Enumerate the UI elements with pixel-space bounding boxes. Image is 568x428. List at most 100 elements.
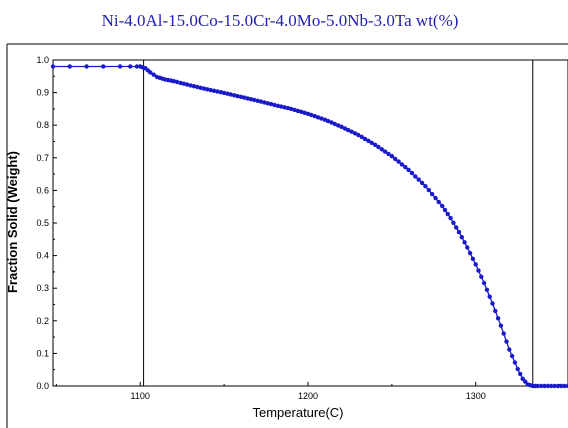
data-point <box>208 87 213 93</box>
y-tick-label: 0.5 <box>36 218 49 228</box>
data-point <box>366 138 371 143</box>
data-point <box>518 371 523 377</box>
data-point <box>512 360 518 365</box>
data-point <box>262 100 267 105</box>
y-axis-label: Fraction Solid (Weight) <box>5 151 20 293</box>
data-point <box>426 187 431 193</box>
data-point <box>473 262 478 267</box>
data-point <box>459 235 464 240</box>
data-point <box>495 316 501 321</box>
data-point <box>470 256 476 261</box>
data-point <box>225 91 230 96</box>
data-point <box>389 154 395 159</box>
data-point <box>520 376 525 381</box>
y-tick-label: 0.1 <box>36 348 49 358</box>
data-point <box>117 64 123 69</box>
data-point <box>565 383 568 389</box>
data-point <box>451 220 456 225</box>
y-tick-label: 0.3 <box>36 283 49 293</box>
data-point <box>429 191 435 197</box>
data-point <box>322 117 327 122</box>
data-point <box>369 140 374 145</box>
data-point <box>481 280 487 286</box>
data-point <box>191 84 197 89</box>
data-point <box>549 383 554 389</box>
data-point <box>332 121 337 127</box>
data-point <box>487 294 492 299</box>
data-point <box>252 97 257 103</box>
data-point <box>325 118 331 124</box>
data-point <box>289 106 294 112</box>
data-point <box>295 108 301 114</box>
data-point <box>309 112 314 118</box>
data-point <box>436 199 441 205</box>
data-point <box>393 156 398 162</box>
data-point <box>319 116 324 121</box>
data-point <box>181 81 186 86</box>
x-tick-label: 1100 <box>131 391 150 401</box>
x-tick-label: 1300 <box>466 391 486 401</box>
data-point <box>493 308 498 314</box>
reference-lines <box>143 60 534 386</box>
data-point <box>101 64 106 69</box>
data-point <box>406 167 411 173</box>
data-point <box>255 98 260 104</box>
data-point <box>403 164 408 170</box>
data-point <box>484 287 490 292</box>
data-point <box>346 127 351 133</box>
data-point <box>445 211 450 217</box>
data-point <box>416 177 421 182</box>
data-point <box>476 268 481 273</box>
data-point <box>555 383 561 389</box>
data-point <box>379 147 384 152</box>
data-point <box>507 347 512 352</box>
x-axis-label: Temperature(C) <box>252 405 343 420</box>
data-point <box>509 353 515 359</box>
data-point <box>275 103 280 109</box>
data-point <box>448 215 453 221</box>
data-point <box>352 131 358 136</box>
data-point <box>218 90 223 95</box>
data-point <box>282 105 287 110</box>
data-point <box>376 144 381 150</box>
data-point <box>265 101 270 106</box>
data-point <box>232 93 237 98</box>
data-point <box>305 111 311 117</box>
data-point <box>413 174 418 179</box>
data-point <box>148 70 153 75</box>
data-point <box>211 88 217 94</box>
data-series <box>50 64 568 389</box>
data-point <box>562 383 567 389</box>
data-point <box>433 195 438 201</box>
data-point <box>248 97 254 102</box>
data-point <box>329 120 334 125</box>
data-point <box>205 87 210 92</box>
y-tick-label: 1.0 <box>36 55 49 65</box>
data-point <box>312 113 317 119</box>
data-point <box>382 149 388 154</box>
data-point <box>399 162 405 167</box>
data-point <box>215 89 220 94</box>
data-point <box>67 64 73 69</box>
data-point <box>198 85 203 91</box>
data-point <box>185 82 190 87</box>
y-axis-ticks: 0.0 0.1 0.2 0.3 0.4 0.5 0.6 0.7 0.8 0.9 1.0 <box>36 55 57 391</box>
data-point <box>515 366 520 372</box>
data-point <box>440 203 445 209</box>
data-point <box>442 207 448 213</box>
data-point <box>268 101 274 107</box>
data-point <box>128 64 133 69</box>
data-point <box>258 99 264 104</box>
data-point <box>178 80 183 86</box>
data-point <box>188 83 193 88</box>
data-point <box>245 96 250 101</box>
data-point <box>386 151 391 157</box>
data-point <box>423 184 428 189</box>
data-point <box>171 79 176 84</box>
y-tick-label: 0.8 <box>36 120 49 130</box>
data-point <box>559 383 564 389</box>
data-point <box>195 84 200 90</box>
data-point <box>454 225 459 230</box>
data-point <box>315 115 321 120</box>
